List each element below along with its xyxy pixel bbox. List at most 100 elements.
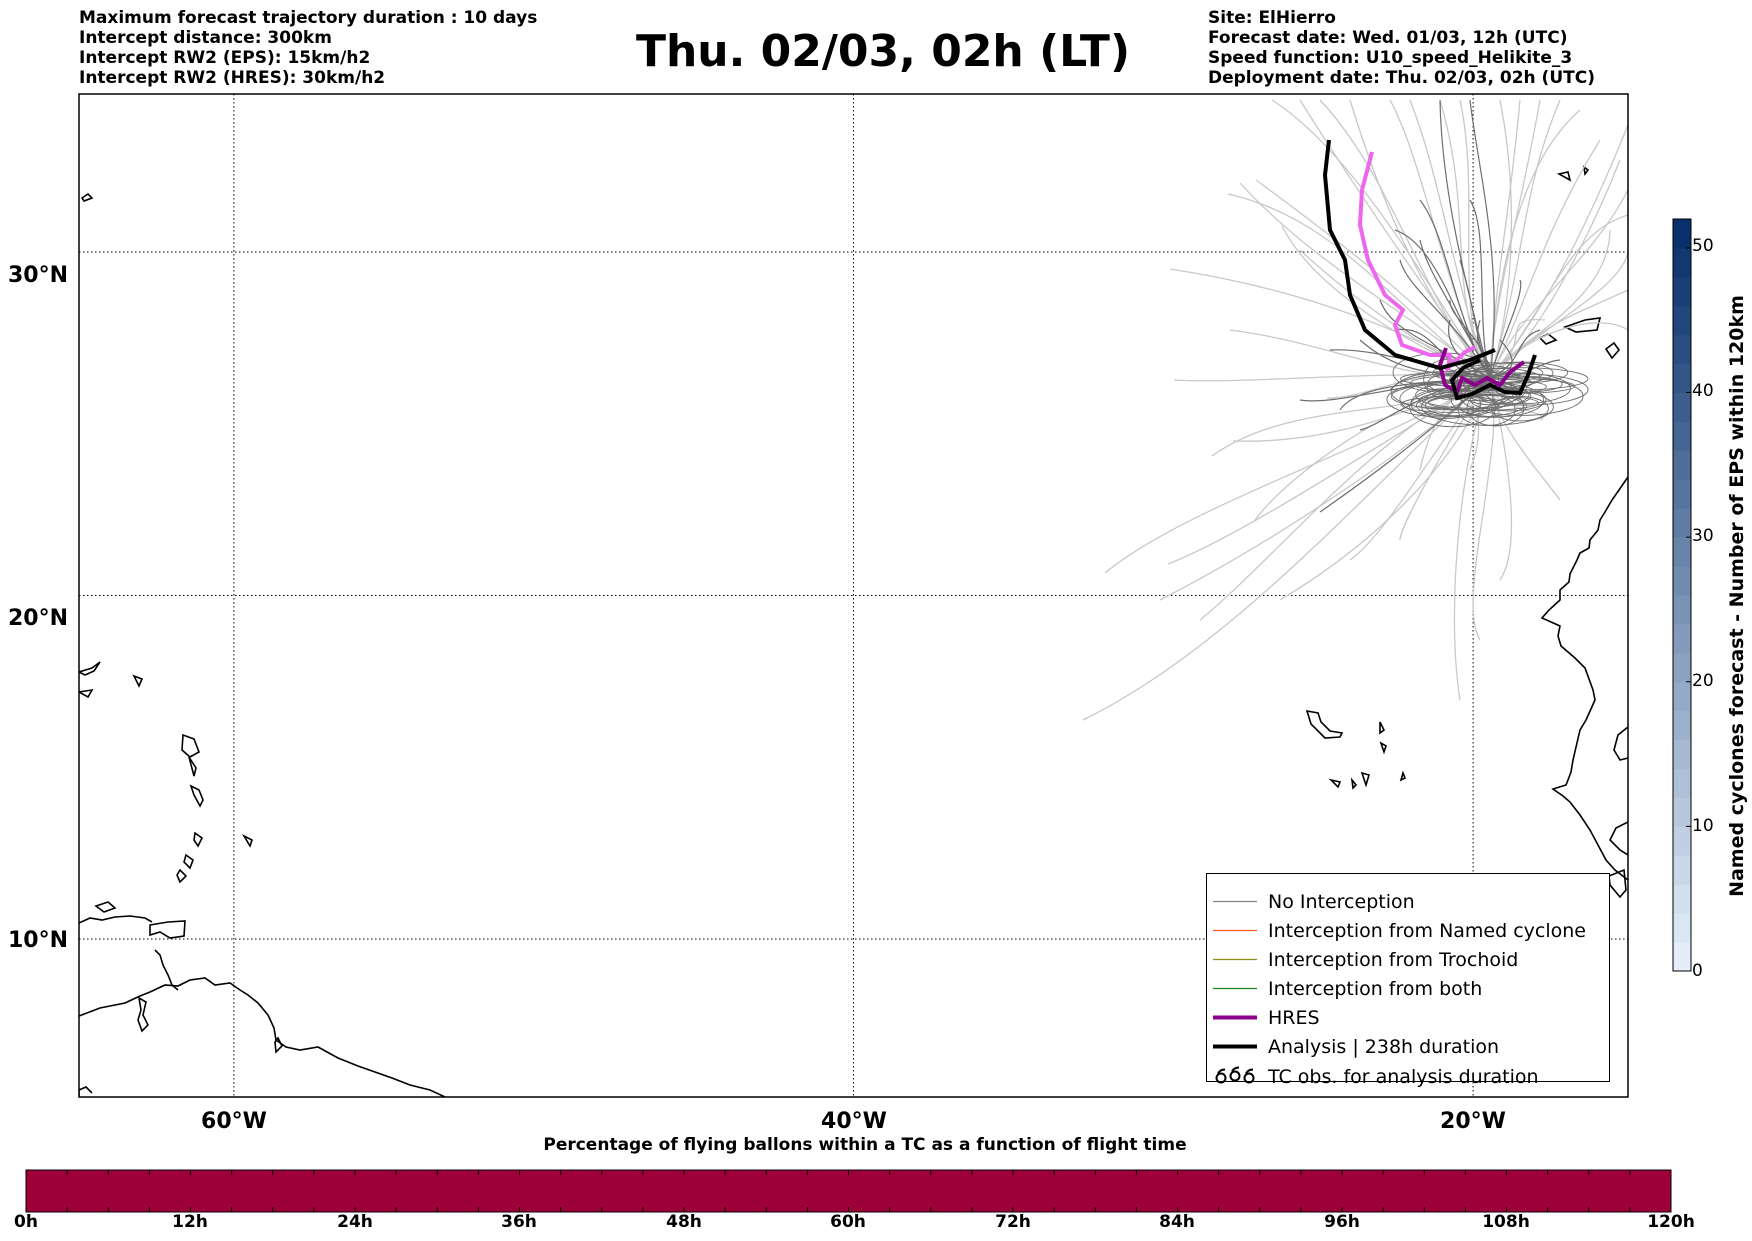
right-colorbar-step	[1673, 884, 1691, 914]
forecast-settings-block: Maximum forecast trajectory duration : 1…	[79, 8, 537, 88]
legend-item-analysis: Analysis | 238h duration	[1207, 1032, 1607, 1061]
right-colorbar-tick-30: 30	[1692, 526, 1714, 546]
coastline-segment	[1562, 317, 1602, 333]
eps-trajectory	[1349, 99, 1491, 379]
legend-swatch-orange	[1213, 929, 1257, 932]
eps-trajectory	[1489, 139, 1601, 379]
coastline-segment	[274, 1036, 283, 1054]
eps-trajectory	[1489, 189, 1628, 379]
bottom-tick-48h: 48h	[666, 1212, 702, 1232]
coastline-segment	[193, 831, 204, 848]
right-colorbar-step	[1673, 768, 1691, 798]
right-colorbar-step	[1673, 566, 1691, 596]
eps-trajectory	[1489, 99, 1561, 379]
coastline-segment	[1609, 821, 1628, 856]
right-colorbar-step	[1673, 392, 1691, 422]
eps-trajectory	[1227, 193, 1491, 379]
legend-item-tc-obs: TC obs. for analysis duration	[1207, 1062, 1607, 1091]
legend-label: Interception from both	[1268, 977, 1483, 1000]
right-colorbar-tick-40: 40	[1692, 381, 1714, 401]
legend-swatch-olive	[1213, 958, 1257, 961]
eps-trajectory	[1279, 377, 1491, 601]
forecast-date-text: Forecast date: Wed. 01/03, 12h (UTC)	[1208, 28, 1568, 48]
coastline-segment	[132, 674, 144, 688]
legend-label: TC obs. for analysis duration	[1268, 1065, 1539, 1088]
bottom-tick-60h: 60h	[830, 1212, 866, 1232]
bottom-tick-84h: 84h	[1159, 1212, 1195, 1232]
eps-trajectory	[1082, 377, 1491, 721]
intercept-distance-text: Intercept distance: 300km	[79, 28, 332, 48]
eps-trajectory	[1489, 329, 1541, 379]
eps-trajectory-loop	[1490, 396, 1549, 422]
eps-trajectory	[1167, 377, 1491, 565]
map-frame	[78, 93, 1629, 1098]
coastline-segment	[1604, 341, 1621, 360]
right-colorbar-frame	[1672, 218, 1692, 972]
right-colorbar-step	[1673, 276, 1691, 307]
legend-item-no-interception: No Interception	[1207, 887, 1607, 916]
right-colorbar-step	[1673, 363, 1691, 393]
coastline-segment	[1613, 726, 1628, 761]
coastline-segment	[149, 920, 186, 939]
legend-swatch-black	[1213, 1044, 1257, 1049]
eps-trajectory-loop	[1469, 387, 1547, 412]
bottom-colorbar	[25, 1169, 1672, 1213]
lon-label-20w: 20°W	[1440, 1109, 1506, 1134]
lat-label-30n: 30°N	[8, 263, 69, 288]
right-colorbar-step	[1673, 797, 1691, 827]
eps-trajectory	[1449, 299, 1491, 379]
hres-track	[1437, 347, 1526, 395]
coastline-segment	[79, 977, 446, 1097]
intercept-rw2-hres-text: Intercept RW2 (HRES): 30km/h2	[79, 68, 386, 88]
coastline-segment	[94, 901, 117, 913]
right-colorbar-step	[1673, 710, 1691, 741]
eps-trajectory	[1199, 377, 1491, 621]
coastline-segment	[1350, 777, 1358, 790]
coastline-segment	[1305, 709, 1344, 739]
eps-trajectory	[1459, 99, 1491, 379]
right-colorbar-step	[1673, 421, 1691, 451]
coastline-segment	[79, 1086, 93, 1097]
bottom-tick-36h: 36h	[501, 1212, 537, 1232]
coastline-segment	[79, 661, 101, 676]
lon-label-40w: 40°W	[821, 1109, 887, 1134]
bottom-tick-24h: 24h	[337, 1212, 373, 1232]
legend-label: Interception from Trochoid	[1268, 948, 1519, 971]
coastline-segment	[1608, 868, 1627, 899]
legend-label: Interception from Named cyclone	[1268, 919, 1586, 942]
eps-trajectory	[1359, 339, 1491, 379]
eps-trajectory	[1489, 289, 1628, 379]
right-colorbar-tick-20: 20	[1692, 671, 1714, 691]
right-colorbar-step	[1673, 652, 1691, 683]
lat-label-10n: 10°N	[8, 928, 69, 953]
right-colorbar-step	[1673, 913, 1691, 943]
coastline-segment	[1360, 771, 1370, 788]
coastline-segment	[1540, 476, 1628, 881]
lon-label-60w: 60°W	[201, 1109, 267, 1134]
right-colorbar-step	[1673, 219, 1691, 249]
eps-trajectory	[1255, 179, 1491, 379]
coastline-segment	[176, 868, 188, 884]
analysis-track-loop	[1449, 354, 1537, 401]
legend-swatch-green	[1213, 987, 1257, 990]
right-colorbar-step	[1673, 450, 1691, 480]
coastline-segment	[1556, 171, 1572, 182]
analysis-track	[1322, 139, 1496, 371]
bottom-tick-108h: 108h	[1482, 1212, 1530, 1232]
site-text: Site: ElHierro	[1208, 8, 1336, 28]
coastline-segment	[1399, 770, 1407, 782]
eps-trajectory	[1349, 377, 1491, 561]
bottom-colorbar-bar	[25, 1169, 1672, 1213]
legend-swatch-gray	[1213, 900, 1257, 903]
lat-label-20n: 20°N	[8, 606, 69, 631]
legend-label: Analysis | 238h duration	[1268, 1035, 1500, 1058]
eps-trajectory	[1472, 377, 1495, 641]
bottom-tick-12h: 12h	[172, 1212, 208, 1232]
right-colorbar-step	[1673, 508, 1691, 538]
bottom-colorbar-title: Percentage of flying ballons within a TC…	[543, 1135, 1187, 1155]
right-colorbar-step	[1673, 826, 1691, 856]
legend-item-hres: HRES	[1207, 1003, 1607, 1032]
main-tracks	[1322, 139, 1537, 401]
coastline-segment	[189, 784, 204, 808]
right-colorbar-title: Named cyclones forecast - Number of EPS …	[1726, 295, 1748, 897]
